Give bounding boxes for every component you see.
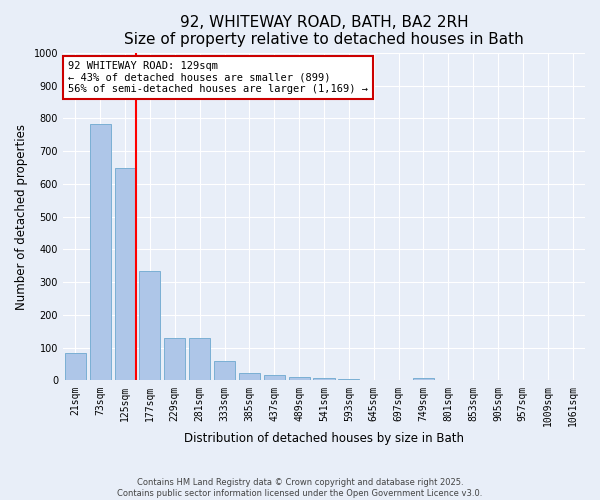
Title: 92, WHITEWAY ROAD, BATH, BA2 2RH
Size of property relative to detached houses in: 92, WHITEWAY ROAD, BATH, BA2 2RH Size of… [124,15,524,48]
Bar [65,354,86,380]
Bar [239,373,260,380]
Bar [313,378,335,380]
Text: Contains HM Land Registry data © Crown copyright and database right 2025.
Contai: Contains HM Land Registry data © Crown c… [118,478,482,498]
Bar [139,270,160,380]
Bar [89,124,111,380]
Bar [164,338,185,380]
X-axis label: Distribution of detached houses by size in Bath: Distribution of detached houses by size … [184,432,464,445]
Bar [263,375,285,380]
Y-axis label: Number of detached properties: Number of detached properties [15,124,28,310]
Bar [289,377,310,380]
Bar [189,338,210,380]
Bar [413,378,434,380]
Bar [115,168,136,380]
Bar [214,361,235,380]
Text: 92 WHITEWAY ROAD: 129sqm
← 43% of detached houses are smaller (899)
56% of semi-: 92 WHITEWAY ROAD: 129sqm ← 43% of detach… [68,61,368,94]
Bar [338,379,359,380]
